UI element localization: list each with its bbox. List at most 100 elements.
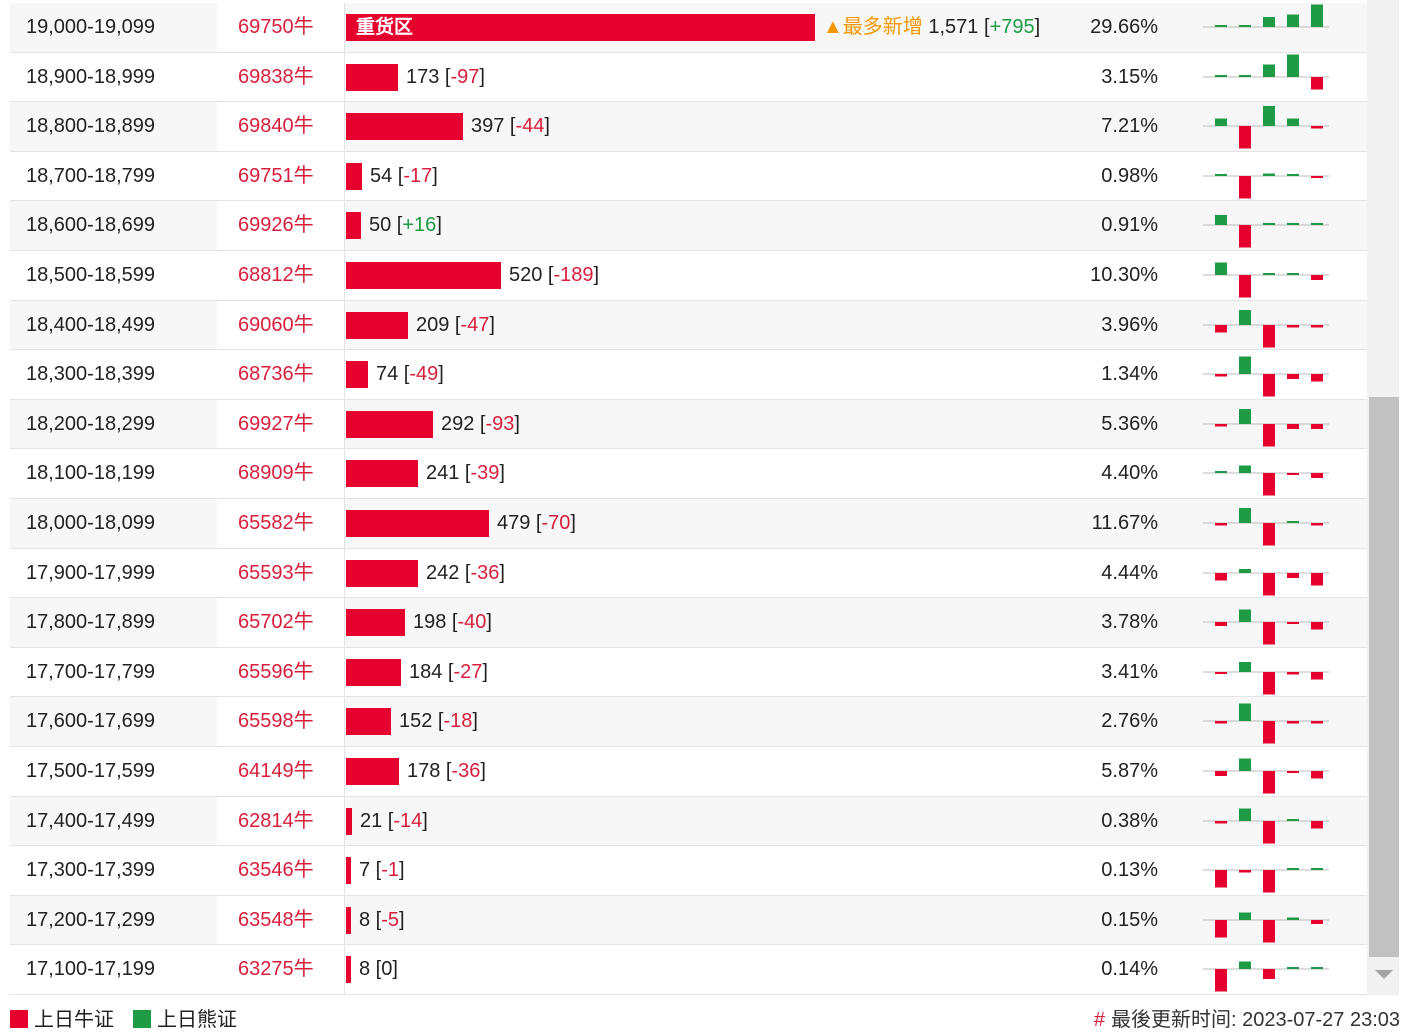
sparkline-bar-bull: [1287, 671, 1299, 675]
volume-text: 209 [-47]: [416, 313, 495, 336]
warrant-code[interactable]: 65582牛: [238, 511, 314, 534]
price-range: 18,100-18,199: [26, 462, 156, 485]
vertical-scrollbar[interactable]: [1367, 0, 1399, 995]
warrant-code[interactable]: 68812牛: [238, 263, 314, 286]
volume-change: -70: [541, 511, 571, 534]
table-row: 18,600-18,699 69926牛 50 [+16] 0.91%: [10, 201, 1367, 251]
price-range: 18,500-18,599: [26, 263, 156, 286]
price-range: 18,000-18,099: [26, 511, 156, 534]
table-row: 17,900-17,999 65593牛 242 [-36] 4.44%: [10, 548, 1367, 599]
sparkline-bar-bear: [1311, 967, 1323, 970]
warrant-code[interactable]: 64149牛: [238, 759, 314, 782]
warrant-code[interactable]: 69838牛: [238, 65, 314, 88]
sparkline-bar-bull: [1311, 423, 1323, 429]
sparkline-bar-bear: [1311, 223, 1323, 226]
sparkline-bar-bear: [1239, 758, 1251, 771]
warrant-code[interactable]: 69750牛: [238, 16, 314, 38]
scrollbar-thumb[interactable]: [1369, 397, 1399, 957]
scroll-down-arrow-icon[interactable]: [1375, 970, 1393, 979]
sparkline-bar-bear: [1287, 14, 1299, 27]
warrant-code[interactable]: 69927牛: [238, 412, 314, 435]
sparkline: [1203, 309, 1329, 348]
volume-change: -14: [393, 809, 423, 832]
sparkline-bar-bull: [1263, 572, 1275, 596]
hash-icon: #: [1093, 1009, 1105, 1031]
sparkline-bar-bull: [1263, 870, 1275, 893]
sparkline-bar-bear: [1239, 961, 1251, 970]
percent-share: 7.21%: [1101, 115, 1158, 138]
price-range: 17,900-17,999: [26, 561, 156, 584]
sparkline-bar-bull: [1311, 522, 1323, 526]
heavy-zone-label: 重货区: [356, 17, 414, 38]
warrant-code[interactable]: 62814牛: [238, 809, 314, 832]
volume-value: 242: [426, 561, 460, 584]
sparkline-bar-bear: [1215, 215, 1227, 226]
volume-value: 241: [426, 462, 460, 485]
warrant-code[interactable]: 69060牛: [238, 313, 314, 336]
volume-text: 173 [-97]: [406, 65, 485, 88]
percent-share: 5.36%: [1101, 412, 1158, 435]
most-added-tag: ▲最多新增: [823, 16, 923, 38]
legend-bear-label: 上日熊证: [157, 1009, 237, 1031]
sparkline-bar-bull: [1287, 721, 1299, 724]
volume-value: 178: [407, 759, 441, 782]
volume-text: 397 [-44]: [471, 115, 550, 138]
sparkline-bar-bull: [1311, 274, 1323, 280]
warrant-code[interactable]: 69751牛: [238, 164, 314, 187]
volume-text: 242 [-36]: [426, 561, 505, 584]
volume-bar: [346, 509, 489, 537]
volume-bar: [346, 906, 351, 934]
sparkline-bar-bull: [1215, 324, 1227, 333]
volume-bar: [346, 757, 399, 785]
sparkline: [1203, 54, 1329, 90]
volume-change: -189: [553, 263, 594, 286]
sparkline-bar-bear: [1215, 25, 1227, 27]
warrant-code[interactable]: 65702牛: [238, 611, 314, 634]
warrant-code[interactable]: 68736牛: [238, 363, 314, 386]
sparkline-bar-bull: [1287, 622, 1299, 625]
warrant-code[interactable]: 63548牛: [238, 908, 314, 931]
percent-share: 0.38%: [1101, 809, 1158, 832]
warrant-code[interactable]: 65598牛: [238, 710, 314, 733]
table-row: 18,700-18,799 69751牛 54 [-17] 0.98%: [10, 151, 1367, 202]
warrant-code[interactable]: 63275牛: [238, 958, 314, 981]
sparkline-bar-bull: [1311, 473, 1323, 479]
warrant-code[interactable]: 63546牛: [238, 859, 314, 882]
percent-share: 3.96%: [1101, 313, 1158, 336]
sparkline-bar-bull: [1263, 423, 1275, 447]
price-range: 17,600-17,699: [26, 710, 156, 733]
warrant-code[interactable]: 65596牛: [238, 660, 314, 683]
warrant-code[interactable]: 65593牛: [238, 561, 314, 584]
sparkline: [1203, 356, 1329, 397]
sparkline-bar-bear: [1287, 173, 1299, 176]
volume-text: 198 [-40]: [413, 611, 492, 634]
volume-value: 7: [359, 859, 371, 882]
volume-bar: 重货区: [346, 14, 815, 41]
sparkline: [1203, 262, 1329, 298]
sparkline-bar-bear: [1263, 173, 1275, 176]
warrant-code[interactable]: 69840牛: [238, 115, 314, 138]
sparkline-bar-bull: [1263, 522, 1275, 546]
sparkline-bar-bull: [1263, 324, 1275, 348]
volume-text: 50 [+16]: [369, 214, 442, 237]
volume-bar: [346, 956, 351, 984]
volume-change: -36: [470, 561, 500, 584]
volume-change: -47: [460, 313, 490, 336]
price-range: 17,500-17,599: [26, 759, 156, 782]
red-square-icon: [10, 1010, 28, 1028]
volume-change: -18: [443, 710, 473, 733]
sparkline-bar-bear: [1287, 54, 1299, 77]
sparkline-bar-bear: [1287, 967, 1299, 970]
volume-change: -39: [470, 462, 500, 485]
warrant-code[interactable]: 69926牛: [238, 214, 314, 237]
sparkline-bar-bear: [1239, 808, 1251, 821]
volume-value: 74: [376, 363, 399, 386]
warrant-code[interactable]: 68909牛: [238, 462, 314, 485]
sparkline-bar-bull: [1311, 76, 1323, 90]
sparkline: [1203, 808, 1329, 843]
sparkline-bar-bull: [1215, 770, 1227, 776]
volume-value: 198: [413, 611, 447, 634]
volume-value: 520: [509, 263, 543, 286]
sparkline-bar-bull: [1239, 870, 1251, 873]
sparkline-bar-bull: [1263, 374, 1275, 397]
